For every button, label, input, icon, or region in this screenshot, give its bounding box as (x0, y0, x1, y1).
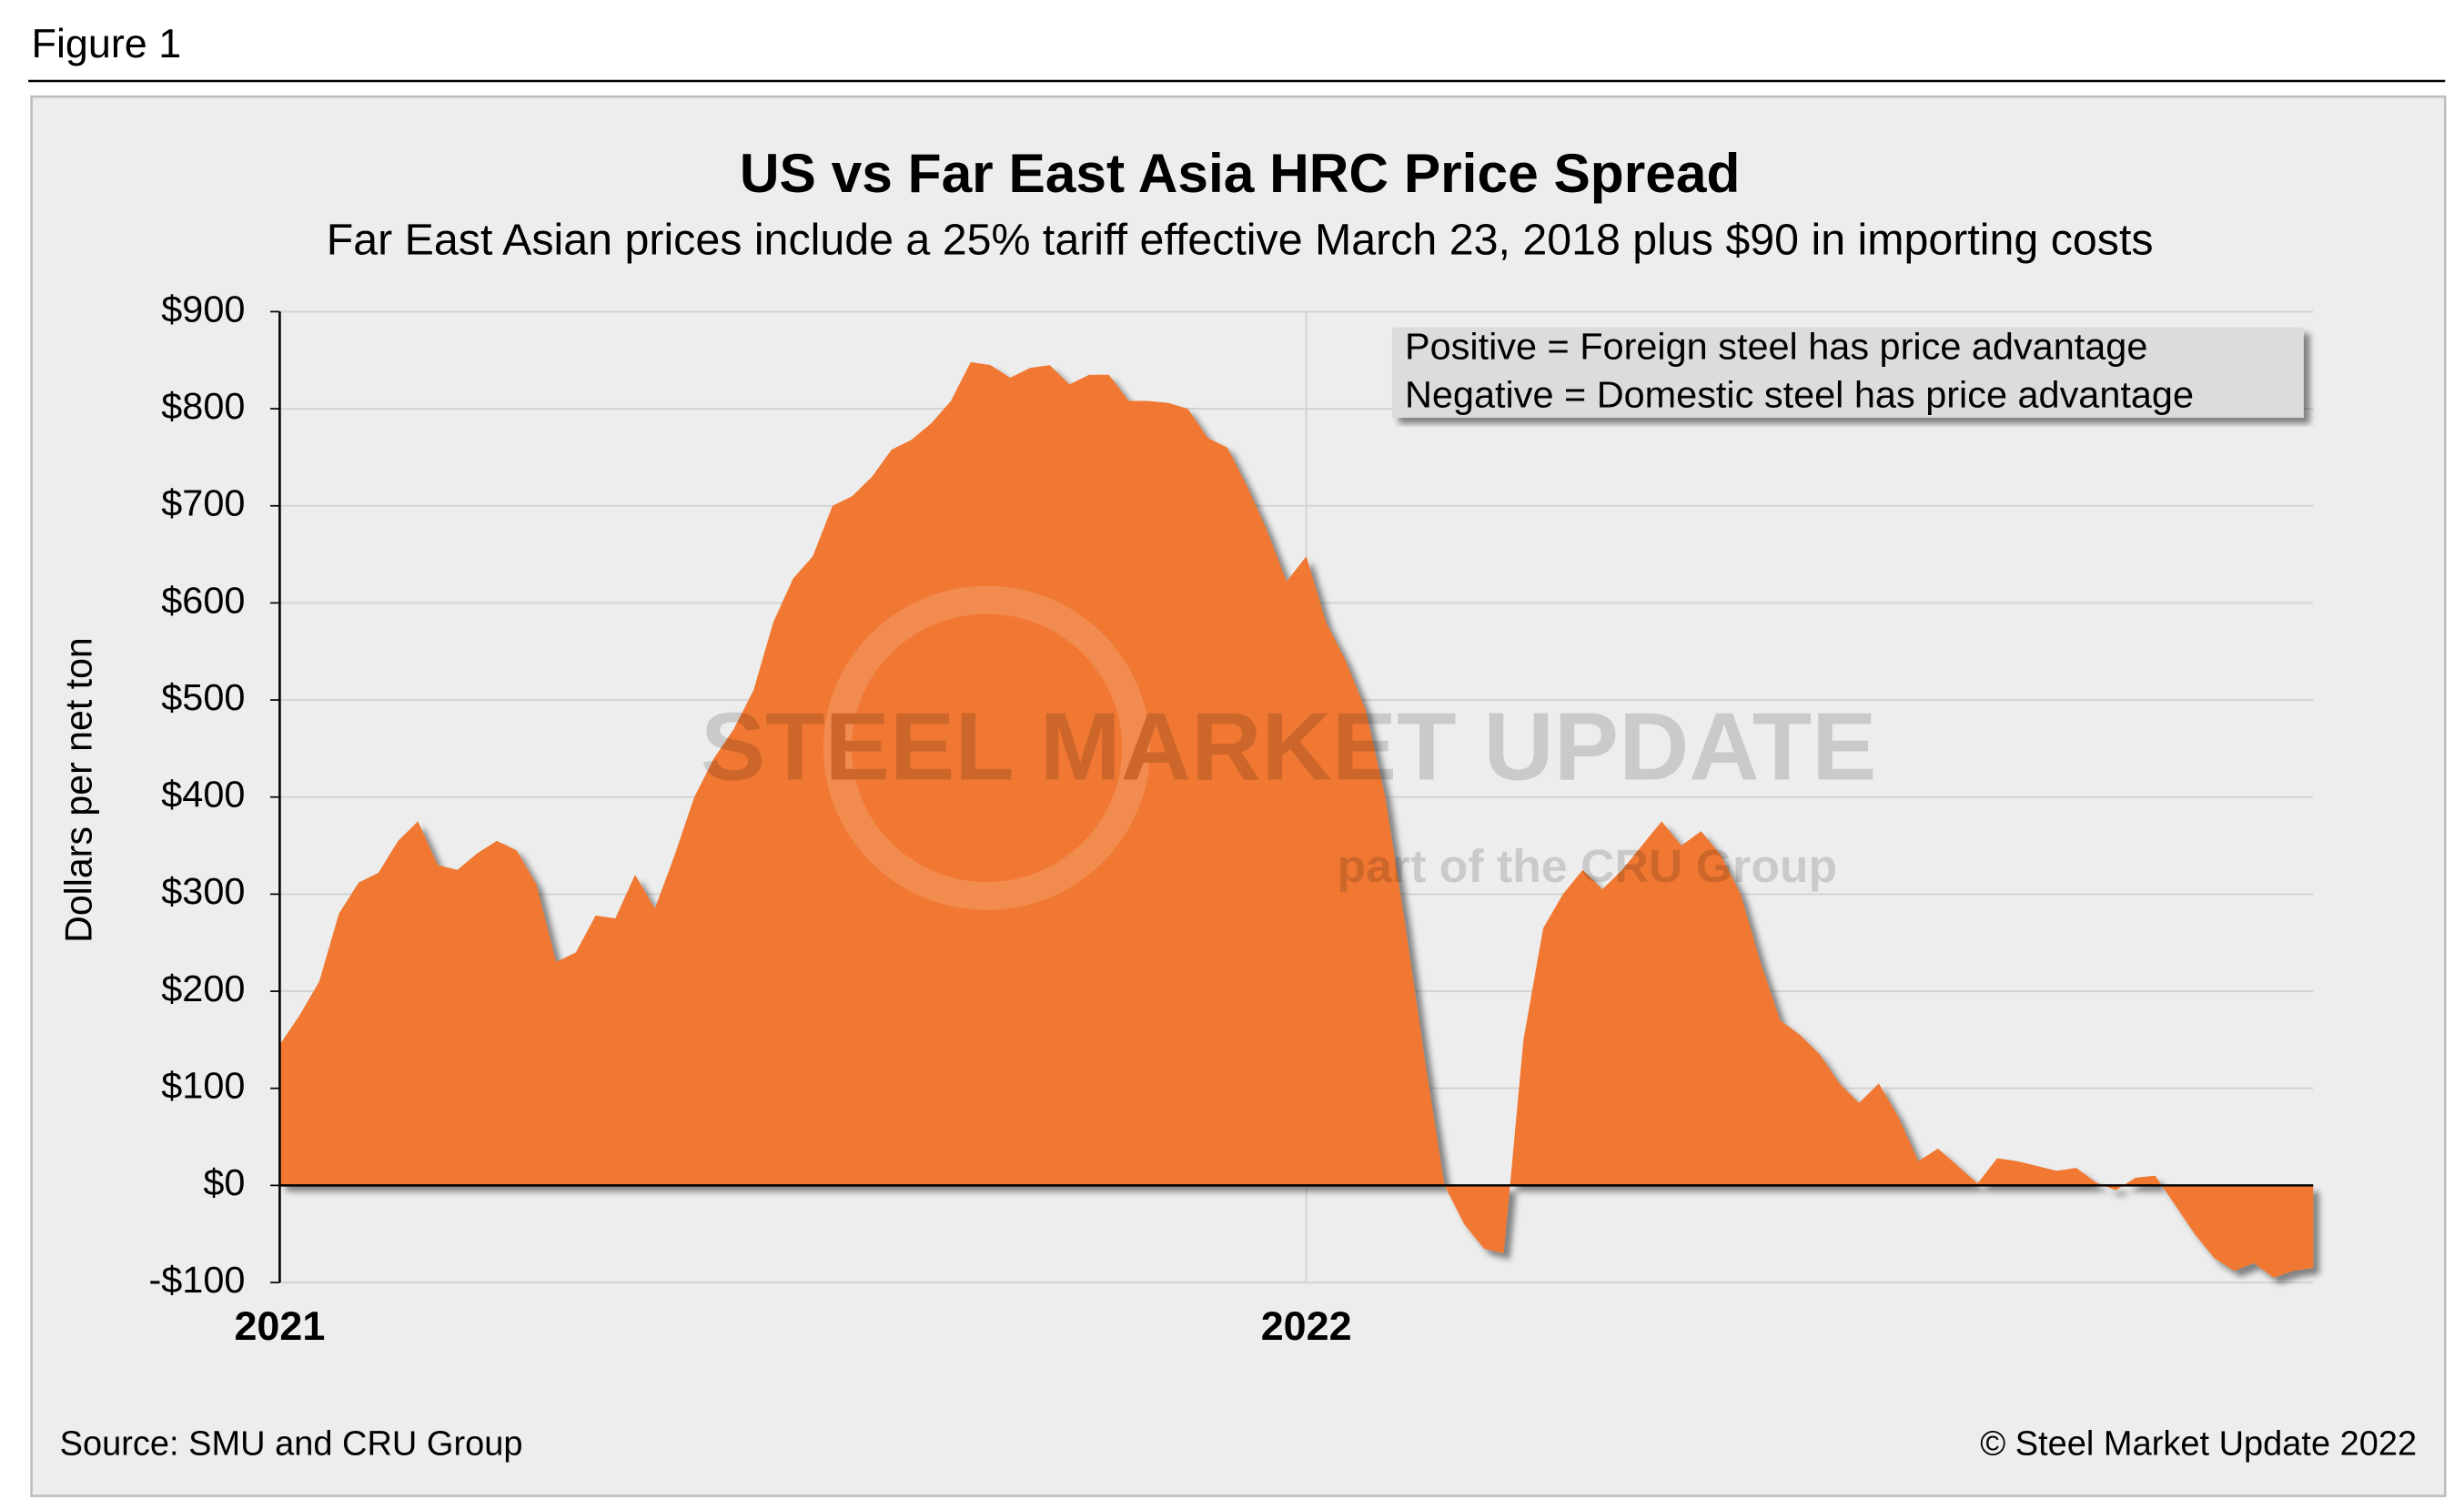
y-tick-label: $600 (161, 579, 245, 621)
y-tick-label: $300 (161, 870, 245, 912)
annotation: Negative = Domestic steel has price adva… (1405, 374, 2194, 416)
x-tick-label: 2022 (1261, 1304, 1352, 1349)
copyright-note: © Steel Market Update 2022 (1980, 1425, 2417, 1464)
chart-title: US vs Far East Asia HRC Price Spread (740, 143, 1740, 204)
annotation-box (1392, 327, 2304, 418)
y-tick-label: $400 (161, 774, 245, 816)
y-tick-label: $200 (161, 968, 245, 1009)
chart-subtitle: Far East Asian prices include a 25% tari… (327, 216, 2154, 265)
y-tick-label: -$100 (148, 1259, 245, 1301)
y-tick-label: $800 (161, 385, 245, 427)
area (279, 361, 2314, 1278)
y-tick-label: $500 (161, 676, 245, 718)
y-tick-label: $700 (161, 482, 245, 524)
y-axis-label: Dollars per net ton (58, 637, 100, 943)
watermark-text: STEEL MARKET UPDATE (701, 692, 1877, 800)
y-tick-label: $900 (161, 288, 245, 329)
y-tick-label: $100 (161, 1065, 245, 1107)
watermark: STEEL MARKET UPDATE part of the CRU Grou… (701, 585, 1877, 910)
figure-label: Figure 1 (32, 22, 182, 66)
annotation: Positive = Foreign steel has price advan… (1405, 326, 2147, 368)
source-note: Source: SMU and CRU Group (60, 1425, 523, 1464)
watermark-subtext: part of the CRU Group (1337, 839, 1837, 892)
plot: -$100 $0 $100 $200 $300 $400 $500 $600 $700 $800 $… (148, 288, 2314, 1349)
y-tick-label: $0 (203, 1161, 245, 1203)
x-tick-label: 2021 (234, 1304, 325, 1349)
watermark-logo (823, 585, 1151, 910)
